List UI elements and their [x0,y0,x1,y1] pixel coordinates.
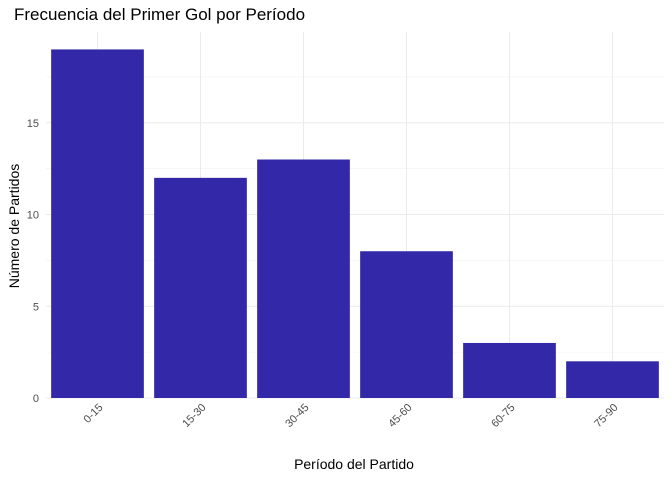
bar-30-45 [257,159,350,398]
y-axis-title: Número de Partidos [6,164,22,289]
x-axis-ticks: 0-15 15-30 30-45 45-60 60-75 75-90 [82,402,621,430]
bar-45-60 [360,251,453,398]
bars [51,49,659,399]
x-tick-label: 0-15 [82,402,106,426]
x-tick-label: 75-90 [592,402,620,430]
bar-75-90 [566,361,659,398]
bar-0-15 [51,49,144,399]
grid-lines [46,32,664,399]
x-tick-label: 60-75 [489,402,517,430]
y-tick-label: 5 [33,301,39,313]
chart-title: Frecuencia del Primer Gol por Período [14,5,305,24]
x-axis-title: Período del Partido [294,456,414,472]
y-axis-ticks: 0 5 10 15 [27,118,39,405]
y-tick-label: 10 [27,210,39,222]
y-tick-label: 15 [27,118,39,130]
x-tick-label: 15-30 [180,402,208,430]
x-tick-label: 45-60 [386,402,414,430]
bar-60-75 [463,342,556,398]
bar-15-30 [154,177,247,398]
y-tick-label: 0 [33,393,39,405]
x-tick-label: 30-45 [283,402,311,430]
